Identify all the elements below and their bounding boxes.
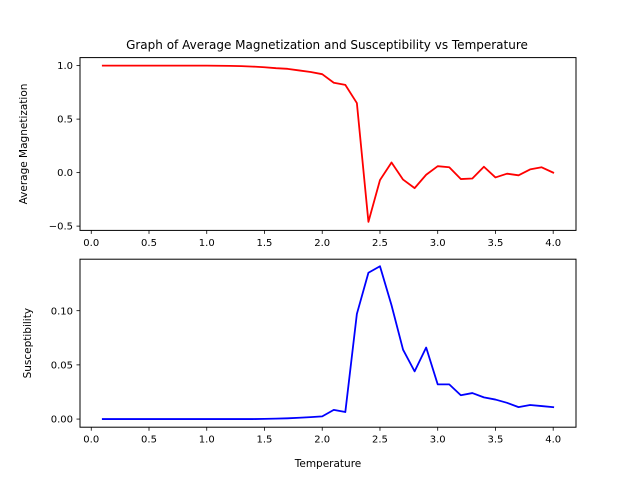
susceptibility-y-tick-label: 0.00 bbox=[51, 415, 73, 426]
magnetization-y-axis-label: Average Magnetization bbox=[18, 84, 30, 205]
magnetization-x-tick-label: 3.5 bbox=[487, 238, 503, 249]
susceptibility-x-tick-label: 4.0 bbox=[545, 435, 561, 446]
magnetization-x-tick-label: 2.5 bbox=[372, 238, 388, 249]
susceptibility-y-ticks: 0.00 0.05 0.10 bbox=[51, 306, 80, 426]
magnetization-x-ticks: 0.0 0.5 1.0 1.5 2.0 2.5 3.0 3.5 4.0 bbox=[83, 230, 561, 249]
magnetization-x-tick-label: 3.0 bbox=[430, 238, 446, 249]
susceptibility-x-tick-label: 0.5 bbox=[141, 435, 157, 446]
susceptibility-y-tick-label: 0.05 bbox=[51, 360, 73, 371]
susceptibility-panel: 0.0 0.5 1.0 1.5 2.0 2.5 3.0 3.5 4.0 0.00 0.05 0.10… bbox=[22, 258, 577, 470]
magnetization-y-tick-label: 1.0 bbox=[57, 61, 73, 72]
susceptibility-y-axis-label: Susceptibility bbox=[22, 308, 34, 378]
magnetization-panel: 0.0 0.5 1.0 1.5 2.0 2.5 3.0 3.5 4.0 −0.5 0.0 0.5 1.… bbox=[18, 57, 577, 249]
susceptibility-x-ticks: 0.0 0.5 1.0 1.5 2.0 2.5 3.0 3.5 4.0 bbox=[83, 427, 561, 446]
susceptibility-x-tick-label: 3.5 bbox=[487, 435, 503, 446]
susceptibility-x-axis-label: Temperature bbox=[294, 458, 362, 470]
magnetization-y-tick-label: −0.5 bbox=[49, 222, 73, 233]
susceptibility-x-tick-label: 1.0 bbox=[199, 435, 215, 446]
magnetization-y-tick-label: 0.5 bbox=[57, 115, 73, 126]
susceptibility-line bbox=[101, 265, 555, 420]
magnetization-x-tick-label: 1.0 bbox=[199, 238, 215, 249]
magnetization-y-tick-label: 0.0 bbox=[57, 168, 73, 179]
magnetization-x-tick-label: 1.5 bbox=[257, 238, 273, 249]
susceptibility-y-tick-label: 0.10 bbox=[51, 306, 73, 317]
magnetization-x-tick-label: 0.0 bbox=[83, 238, 99, 249]
susceptibility-x-tick-label: 1.5 bbox=[257, 435, 273, 446]
susceptibility-x-tick-label: 2.5 bbox=[372, 435, 388, 446]
magnetization-x-tick-label: 4.0 bbox=[545, 238, 561, 249]
magnetization-x-tick-label: 0.5 bbox=[141, 238, 157, 249]
susceptibility-x-tick-label: 3.0 bbox=[430, 435, 446, 446]
susceptibility-axes-frame bbox=[79, 258, 577, 428]
magnetization-x-tick-label: 2.0 bbox=[314, 238, 330, 249]
magnetization-y-ticks: −0.5 0.0 0.5 1.0 bbox=[49, 61, 80, 233]
magnetization-axes-frame bbox=[79, 57, 577, 231]
susceptibility-x-tick-label: 2.0 bbox=[314, 435, 330, 446]
chart-title: Graph of Average Magnetization and Susce… bbox=[126, 38, 528, 52]
susceptibility-x-tick-label: 0.0 bbox=[83, 435, 99, 446]
magnetization-line bbox=[101, 64, 555, 223]
